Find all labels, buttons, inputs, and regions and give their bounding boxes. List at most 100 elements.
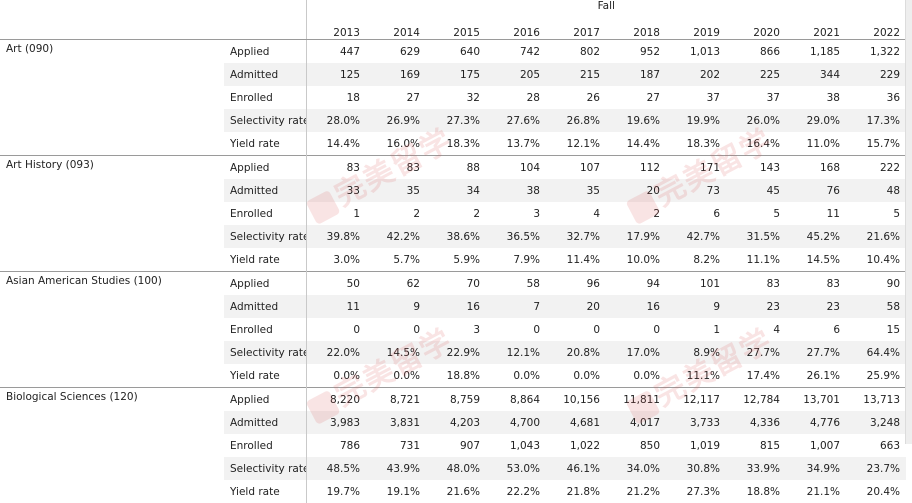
value-cell[interactable]: 13,713 [846,388,906,412]
value-cell[interactable]: 23 [726,295,786,318]
value-cell[interactable]: 19.9% [666,109,726,132]
year-header[interactable]: 2021 [786,20,846,40]
value-cell[interactable]: 27.3% [666,480,726,503]
value-cell[interactable]: 447 [306,40,366,64]
value-cell[interactable]: 205 [486,63,546,86]
value-cell[interactable]: 4 [726,318,786,341]
value-cell[interactable]: 0 [366,318,426,341]
value-cell[interactable]: 1,322 [846,40,906,64]
value-cell[interactable]: 222 [846,156,906,180]
value-cell[interactable]: 1,013 [666,40,726,64]
value-cell[interactable]: 83 [726,272,786,296]
value-cell[interactable]: 20.8% [546,341,606,364]
value-cell[interactable]: 21.6% [426,480,486,503]
value-cell[interactable]: 58 [846,295,906,318]
value-cell[interactable]: 32 [426,86,486,109]
value-cell[interactable]: 215 [546,63,606,86]
value-cell[interactable]: 6 [666,202,726,225]
value-cell[interactable]: 907 [426,434,486,457]
value-cell[interactable]: 4,203 [426,411,486,434]
value-cell[interactable]: 27.3% [426,109,486,132]
value-cell[interactable]: 12.1% [486,341,546,364]
program-name[interactable]: Asian American Studies (100) [0,272,224,296]
value-cell[interactable]: 21.2% [606,480,666,503]
value-cell[interactable]: 27.7% [786,341,846,364]
value-cell[interactable]: 13.7% [486,132,546,156]
value-cell[interactable]: 43.9% [366,457,426,480]
value-cell[interactable]: 53.0% [486,457,546,480]
value-cell[interactable]: 104 [486,156,546,180]
program-name[interactable]: Biological Sciences (120) [0,388,224,412]
year-header[interactable]: 2016 [486,20,546,40]
value-cell[interactable]: 0.0% [486,364,546,388]
value-cell[interactable]: 16 [426,295,486,318]
value-cell[interactable]: 11.1% [666,364,726,388]
value-cell[interactable]: 21.8% [546,480,606,503]
value-cell[interactable]: 5 [846,202,906,225]
value-cell[interactable]: 6 [786,318,846,341]
value-cell[interactable]: 13,701 [786,388,846,412]
value-cell[interactable]: 11.4% [546,248,606,272]
value-cell[interactable]: 14.4% [306,132,366,156]
value-cell[interactable]: 4,336 [726,411,786,434]
value-cell[interactable]: 21.6% [846,225,906,248]
value-cell[interactable]: 229 [846,63,906,86]
value-cell[interactable]: 20 [606,179,666,202]
value-cell[interactable]: 18.3% [426,132,486,156]
value-cell[interactable]: 25.9% [846,364,906,388]
value-cell[interactable]: 11,811 [606,388,666,412]
value-cell[interactable]: 42.2% [366,225,426,248]
value-cell[interactable]: 10.0% [606,248,666,272]
year-header[interactable]: 2020 [726,20,786,40]
program-name[interactable]: Art (090) [0,40,224,64]
value-cell[interactable]: 30.8% [666,457,726,480]
value-cell[interactable]: 629 [366,40,426,64]
value-cell[interactable]: 1,185 [786,40,846,64]
value-cell[interactable]: 42.7% [666,225,726,248]
value-cell[interactable]: 8,864 [486,388,546,412]
value-cell[interactable]: 2 [606,202,666,225]
value-cell[interactable]: 76 [786,179,846,202]
value-cell[interactable]: 17.9% [606,225,666,248]
value-cell[interactable]: 11 [786,202,846,225]
value-cell[interactable]: 34.0% [606,457,666,480]
value-cell[interactable]: 17.0% [606,341,666,364]
value-cell[interactable]: 4,700 [486,411,546,434]
year-header[interactable]: 2015 [426,20,486,40]
value-cell[interactable]: 175 [426,63,486,86]
value-cell[interactable]: 83 [306,156,366,180]
value-cell[interactable]: 26.1% [786,364,846,388]
value-cell[interactable]: 21.1% [786,480,846,503]
value-cell[interactable]: 8,220 [306,388,366,412]
value-cell[interactable]: 22.2% [486,480,546,503]
value-cell[interactable]: 731 [366,434,426,457]
value-cell[interactable]: 0.0% [546,364,606,388]
value-cell[interactable]: 22.0% [306,341,366,364]
program-name[interactable]: Art History (093) [0,156,224,180]
value-cell[interactable]: 83 [366,156,426,180]
value-cell[interactable]: 0 [606,318,666,341]
value-cell[interactable]: 17.3% [846,109,906,132]
value-cell[interactable]: 10,156 [546,388,606,412]
value-cell[interactable]: 171 [666,156,726,180]
value-cell[interactable]: 90 [846,272,906,296]
value-cell[interactable]: 7.9% [486,248,546,272]
value-cell[interactable]: 112 [606,156,666,180]
value-cell[interactable]: 169 [366,63,426,86]
value-cell[interactable]: 29.0% [786,109,846,132]
value-cell[interactable]: 5 [726,202,786,225]
value-cell[interactable]: 8,721 [366,388,426,412]
value-cell[interactable]: 26.8% [546,109,606,132]
value-cell[interactable]: 125 [306,63,366,86]
value-cell[interactable]: 2 [366,202,426,225]
value-cell[interactable]: 15.7% [846,132,906,156]
value-cell[interactable]: 16.4% [726,132,786,156]
value-cell[interactable]: 38 [486,179,546,202]
value-cell[interactable]: 48.0% [426,457,486,480]
value-cell[interactable]: 11.0% [786,132,846,156]
value-cell[interactable]: 37 [726,86,786,109]
value-cell[interactable]: 12,117 [666,388,726,412]
year-header[interactable]: 2019 [666,20,726,40]
value-cell[interactable]: 27 [606,86,666,109]
value-cell[interactable]: 1,043 [486,434,546,457]
